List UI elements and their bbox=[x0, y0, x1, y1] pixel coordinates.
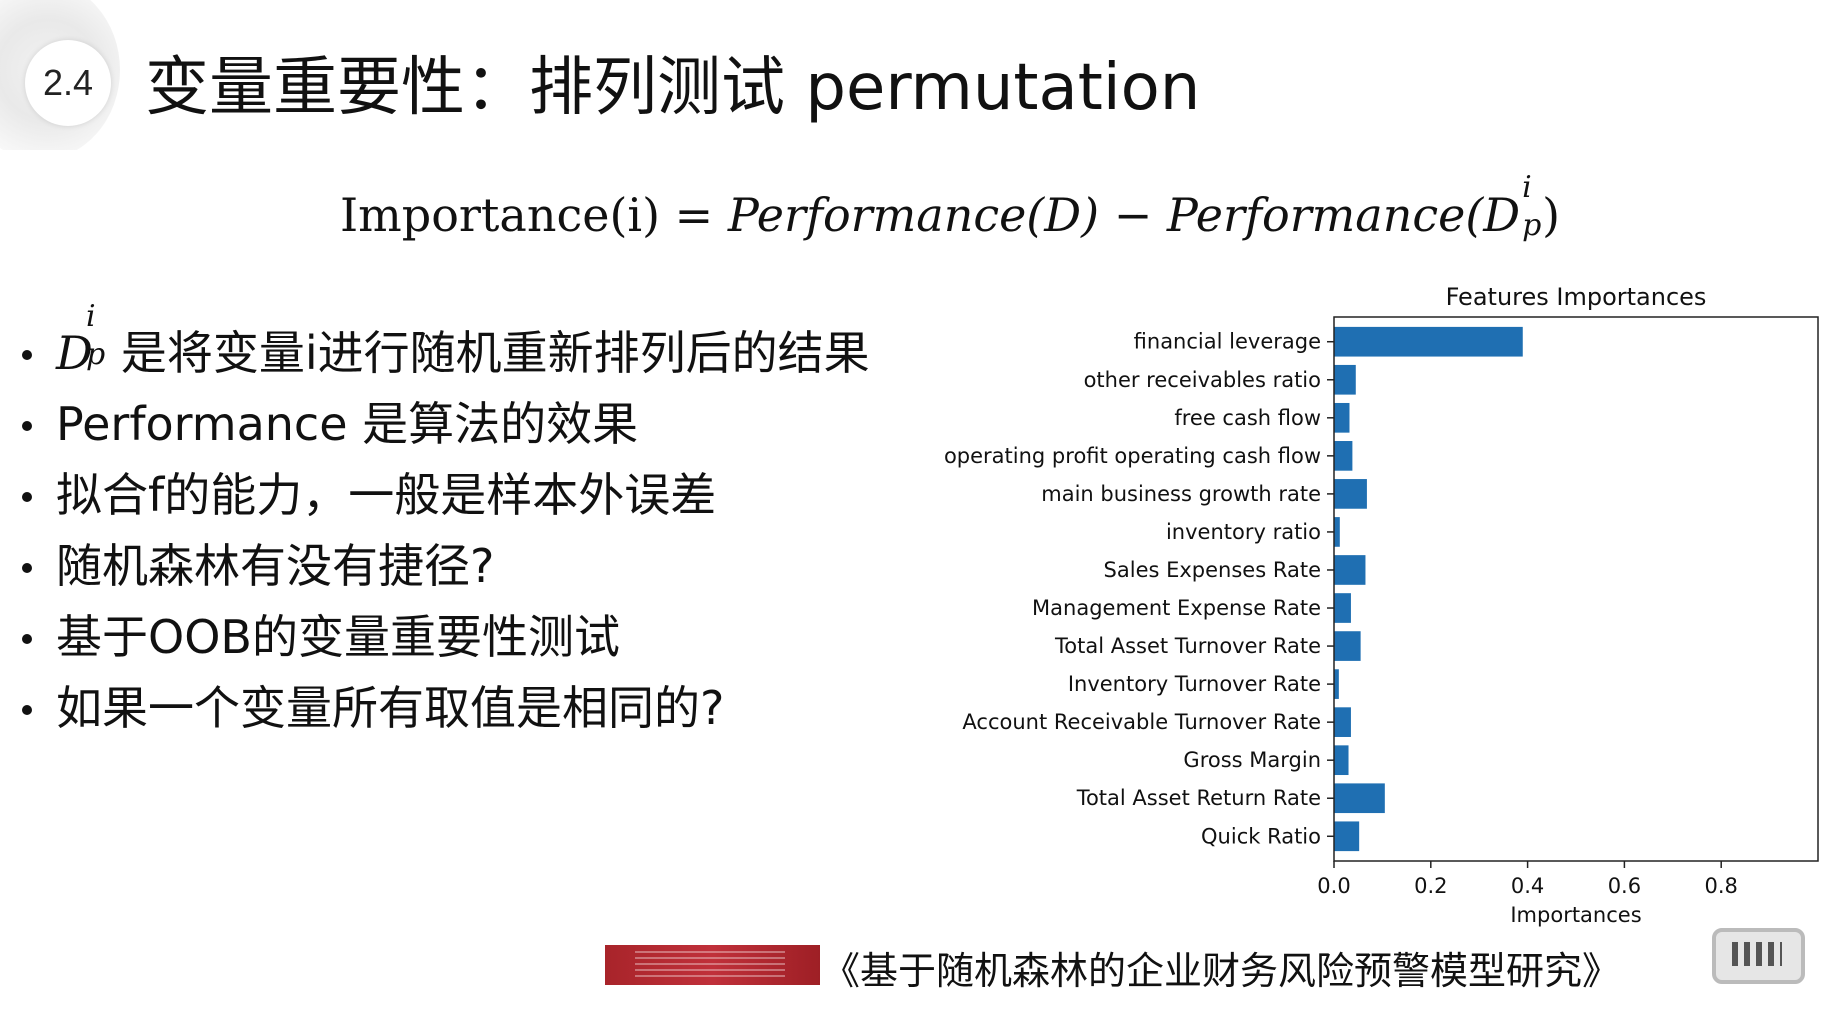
bullet-1-text: 是将变量i进行随机重新排列后的结果 bbox=[120, 326, 870, 380]
bullet-item-3: 拟合f的能力，一般是样本外误差 bbox=[20, 460, 870, 531]
bar-11 bbox=[1334, 707, 1351, 737]
bar-12 bbox=[1334, 745, 1349, 776]
bullet-1-superscript: i bbox=[86, 299, 96, 334]
formula-minus: − bbox=[1113, 188, 1153, 242]
x-tick-label-1: 0.0 bbox=[1317, 874, 1350, 898]
bar-1 bbox=[1334, 326, 1523, 357]
bullet-1-symbol-letter: D bbox=[56, 326, 93, 380]
y-tick-label-1: financial leverage bbox=[1134, 330, 1321, 354]
bullet-1-subscript: p bbox=[86, 337, 106, 372]
bar-9 bbox=[1334, 631, 1361, 661]
bar-10 bbox=[1334, 669, 1339, 699]
y-tick-label-12: Gross Margin bbox=[1183, 748, 1321, 772]
y-tick-label-7: Sales Expenses Rate bbox=[1104, 558, 1321, 582]
x-tick-label-3: 0.4 bbox=[1511, 874, 1544, 898]
x-tick-label-4: 0.6 bbox=[1608, 874, 1641, 898]
channel-logo bbox=[1712, 928, 1805, 984]
y-tick-label-11: Account Receivable Turnover Rate bbox=[962, 710, 1321, 734]
y-tick-label-13: Total Asset Return Rate bbox=[1076, 786, 1321, 810]
x-tick-label-2: 0.2 bbox=[1414, 874, 1447, 898]
x-tick-label-5: 0.8 bbox=[1704, 874, 1737, 898]
y-tick-label-8: Management Expense Rate bbox=[1032, 596, 1321, 620]
chart-title: Features Importances bbox=[1446, 283, 1707, 311]
plot-frame bbox=[1333, 316, 1819, 862]
bar-7 bbox=[1334, 555, 1366, 585]
bullet-item-2: Performance 是算法的效果 bbox=[20, 389, 870, 460]
bar-8 bbox=[1334, 593, 1351, 623]
y-tick-label-3: free cash flow bbox=[1174, 406, 1321, 430]
bullet-item-5: 基于OOB的变量重要性测试 bbox=[20, 602, 870, 673]
bar-2 bbox=[1334, 364, 1356, 395]
formula-equals: = bbox=[674, 188, 714, 242]
formula-lhs: Importance(i) bbox=[340, 188, 661, 242]
y-tick-label-10: Inventory Turnover Rate bbox=[1068, 672, 1321, 696]
formula-term1: Performance(D) bbox=[727, 188, 1100, 242]
section-number-badge: 2.4 bbox=[25, 40, 111, 126]
slide-title: 变量重要性：排列测试 permutation bbox=[145, 51, 1201, 125]
y-tick-label-4: operating profit operating cash flow bbox=[944, 444, 1321, 468]
bullet-item-6: 如果一个变量所有取值是相同的? bbox=[20, 673, 870, 744]
y-tick-label-14: Quick Ratio bbox=[1201, 824, 1321, 848]
paper-caption: 《基于随机森林的企业财务风险预警模型研究》 bbox=[822, 949, 1621, 993]
importance-formula: Importance(i) = Performance(D) − Perform… bbox=[340, 170, 1561, 243]
bar-13 bbox=[1334, 783, 1385, 814]
y-tick-label-2: other receivables ratio bbox=[1084, 368, 1321, 392]
formula-term2-sup: i bbox=[1522, 170, 1532, 205]
y-tick-label-9: Total Asset Turnover Rate bbox=[1054, 634, 1321, 658]
y-tick-label-6: inventory ratio bbox=[1166, 520, 1321, 544]
bar-4 bbox=[1334, 441, 1353, 471]
formula-term2-head: Performance(D bbox=[1166, 188, 1521, 242]
bar-14 bbox=[1334, 821, 1360, 852]
paper-thumbnail bbox=[605, 945, 820, 985]
bar-3 bbox=[1334, 402, 1350, 433]
bar-6 bbox=[1334, 517, 1340, 547]
formula-term2-sub: p bbox=[1522, 208, 1542, 243]
bar-5 bbox=[1334, 479, 1367, 509]
y-tick-label-5: main business growth rate bbox=[1041, 482, 1321, 506]
formula-term2-tail: ) bbox=[1542, 188, 1561, 242]
section-badge-area: 2.4 bbox=[0, 0, 120, 150]
bullet-item-4: 随机森林有没有捷径? bbox=[20, 531, 870, 602]
x-axis-label: Importances bbox=[1510, 903, 1641, 927]
